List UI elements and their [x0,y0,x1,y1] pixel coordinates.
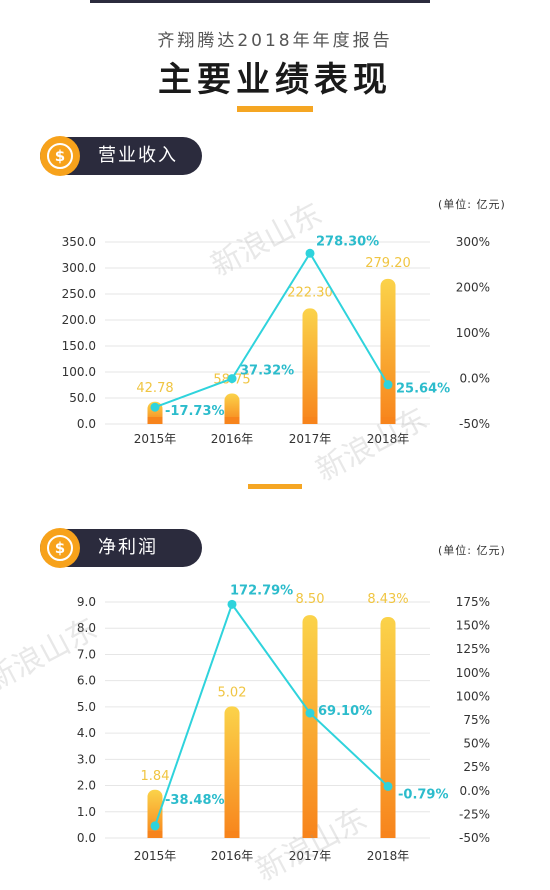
growth-point [150,402,160,412]
y2-tick-label: -25% [459,807,490,821]
y-tick-label: 150.0 [62,339,96,353]
y-tick-label: 3.0 [77,752,96,766]
y2-tick-label: 300% [456,235,490,249]
y-tick-label: 2.0 [77,779,96,793]
x-tick-label: 2017年 [289,849,332,863]
growth-label: -17.73% [165,404,225,419]
bar [380,616,396,838]
y2-tick-label: 0.0% [460,784,491,798]
x-tick-label: 2018年 [367,432,410,446]
growth-label: -0.79% [398,787,449,802]
unit-note: (单位: 亿元) [438,544,506,557]
y2-tick-label: 200% [456,281,490,295]
bar-value-label: 222.30 [287,285,333,300]
bar [302,308,318,424]
y2-tick-label: 100% [456,326,490,340]
growth-point [383,781,393,791]
growth-line [154,602,389,827]
bar-value-label: 8.43% [367,592,408,607]
bar [147,789,163,838]
y-tick-label: 250.0 [62,287,96,301]
bar [380,278,396,424]
bar-value-label: 1.84 [141,769,170,784]
bar-value-label: 5.02 [218,685,247,700]
title-underline [237,106,313,112]
growth-point [305,708,315,718]
growth-point [227,599,237,609]
y-tick-label: 300.0 [62,261,96,275]
bar-base [302,831,318,838]
x-tick-label: 2016年 [211,849,254,863]
y2-tick-label: 100% [456,666,490,680]
y2-tick-label: 150% [456,619,490,633]
bar-base [147,417,163,424]
y-tick-label: 1.0 [77,805,96,819]
page-title: 主要业绩表现 [158,60,392,100]
y-tick-label: 100.0 [62,365,96,379]
y2-tick-label: 100% [456,689,490,703]
y-tick-label: 350.0 [62,235,96,249]
bar-value-label: 8.50 [296,592,325,607]
bar-value-label: 42.78 [136,381,173,396]
y-tick-label: 6.0 [77,674,96,688]
y2-tick-label: -50% [459,417,490,431]
bar [224,706,240,838]
y2-tick-label: 0.0% [460,372,491,386]
x-tick-label: 2015年 [134,432,177,446]
x-tick-label: 2015年 [134,849,177,863]
net-profit-chart: 9.0 8.0 7.0 6.0 5.0 4.0 3.0 2.0 1.0 0.0 175% 150% 12… [77,583,491,863]
growth-point [150,821,160,831]
dollar-coin-icon: $ [40,136,80,176]
bar-base [224,417,240,424]
bar-value-label: 279.20 [365,256,411,271]
y2-tick-label: 50% [463,737,490,751]
section-divider [248,484,302,489]
bar-base [224,831,240,838]
bar-base [147,831,163,838]
x-tick-label: 2016年 [211,432,254,446]
y2-tick-label: 75% [463,713,490,727]
section-label: 净利润 [98,537,158,558]
section-header-net-profit: $ 净利润 [40,528,202,568]
growth-label: 69.10% [318,704,372,719]
y-tick-label: 8.0 [77,621,96,635]
y2-tick-label: 125% [456,642,490,656]
growth-point [383,380,393,390]
y-tick-label: 50.0 [69,391,96,405]
growth-label: 172.79% [230,583,293,598]
growth-label: 37.32% [240,364,294,379]
growth-point [227,374,237,384]
growth-label: -38.48% [165,793,225,808]
section-label: 营业收入 [98,145,178,166]
section-header-revenue: $ 营业收入 [40,136,202,176]
growth-line [154,251,389,409]
growth-label: 25.64% [396,382,450,397]
bar-base [380,831,396,838]
report-subtitle: 齐翔腾达2018年年度报告 [157,31,393,51]
y-tick-label: 4.0 [77,726,96,740]
growth-label: 278.30% [316,234,379,249]
bar [224,393,240,424]
bar-base [302,417,318,424]
y2-tick-label: 175% [456,595,490,609]
bar [302,615,318,838]
bar-base [380,417,396,424]
unit-note: (单位: 亿元) [438,198,506,211]
top-rule [90,0,430,3]
x-tick-label: 2018年 [367,849,410,863]
dollar-coin-icon: $ [40,528,80,568]
y2-tick-label: -50% [459,831,490,845]
revenue-chart: 350.0 300.0 250.0 200.0 150.0 100.0 50.0 0.0 300… [62,234,491,446]
y-tick-label: 5.0 [77,700,96,714]
y-tick-label: 0.0 [77,831,96,845]
growth-point [305,248,315,258]
y-tick-label: 200.0 [62,313,96,327]
y-tick-label: 0.0 [77,417,96,431]
x-tick-label: 2017年 [289,432,332,446]
y2-tick-label: 25% [463,760,490,774]
y-tick-label: 7.0 [77,647,96,661]
y-tick-label: 9.0 [77,595,96,609]
